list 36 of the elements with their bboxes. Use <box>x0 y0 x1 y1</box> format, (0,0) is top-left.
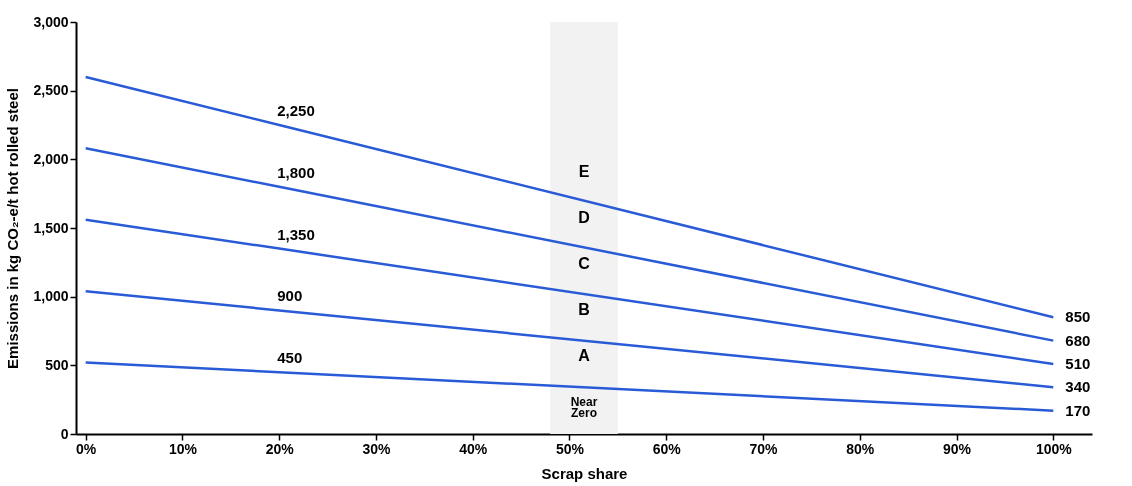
y-axis-title: Emissions in kg CO₂-e/t hot rolled steel <box>4 88 22 369</box>
y-tick-label: 2,500 <box>33 82 69 99</box>
y-tick-label: 2,000 <box>33 150 69 167</box>
data-label: 450 <box>277 349 303 367</box>
x-tick-label: 10% <box>168 440 198 457</box>
x-tick-label: 20% <box>265 440 295 457</box>
y-tick-label: 0 <box>60 425 69 442</box>
data-label: 1,800 <box>277 163 315 181</box>
annotation: Near Zero <box>570 395 598 420</box>
annotation: D <box>578 209 590 226</box>
x-tick-label: 90% <box>943 440 972 457</box>
x-tick-label: 40% <box>459 440 488 457</box>
data-label: 170 <box>1065 401 1091 419</box>
x-tick-label: 30% <box>362 440 392 457</box>
data-label: 900 <box>277 287 303 305</box>
x-tick-label: 100% <box>1035 440 1073 457</box>
y-tick-label: 500 <box>45 356 69 373</box>
annotation: A <box>578 347 591 364</box>
x-tick-label: 70% <box>749 440 779 457</box>
data-label: 680 <box>1065 331 1091 349</box>
x-tick-label: 50% <box>555 440 585 457</box>
x-axis-title: Scrap share <box>541 464 628 482</box>
data-label: 2,250 <box>277 102 315 119</box>
y-tick-label: 1,000 <box>33 288 69 305</box>
x-tick-label: 60% <box>652 440 682 457</box>
annotation: E <box>578 163 590 180</box>
data-label: 850 <box>1065 308 1091 326</box>
data-label: 340 <box>1065 378 1091 396</box>
x-tick-label: 0% <box>76 440 97 457</box>
y-tick-label: 3,000 <box>33 13 69 30</box>
data-label: 510 <box>1065 354 1091 372</box>
y-tick-label: 1,500 <box>33 219 69 236</box>
data-label: 1,350 <box>277 225 315 243</box>
x-tick-label: 80% <box>846 440 875 457</box>
annotation: C <box>578 255 591 272</box>
annotation: B <box>578 301 590 318</box>
